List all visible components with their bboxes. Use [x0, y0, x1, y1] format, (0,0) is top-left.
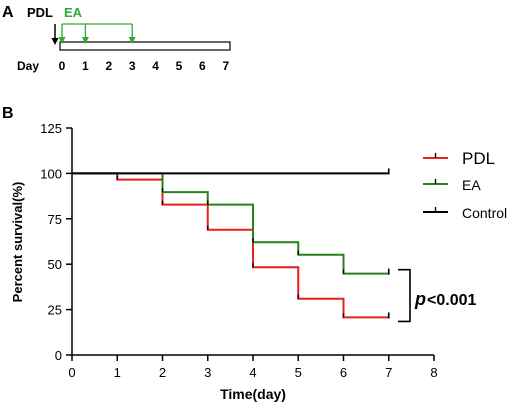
y-tick-label-125: 125 — [40, 121, 62, 136]
y-axis-label: Percent survival(%) — [10, 182, 25, 303]
day-tick-7: 7 — [222, 59, 229, 73]
ea-arrow-head-1 — [81, 37, 89, 44]
ea-arrow-head-0 — [58, 37, 66, 44]
pdl-arrow-head — [51, 38, 59, 45]
legend: PDL EA Control — [423, 149, 507, 221]
x-tick-label-6: 6 — [340, 365, 347, 380]
p-value-annotation: p<0.001 — [414, 289, 476, 309]
x-tick-label-3: 3 — [204, 365, 211, 380]
pdl-label: PDL — [27, 5, 53, 20]
day-tick-4: 4 — [152, 59, 159, 73]
ea-arrow-head-2 — [128, 37, 136, 44]
y-tick-label-75: 75 — [48, 212, 62, 227]
x-tick-label-0: 0 — [68, 365, 75, 380]
day-tick-3: 3 — [129, 59, 136, 73]
day-tick-0: 0 — [59, 59, 66, 73]
y-tick-label-0: 0 — [55, 348, 62, 363]
day-label: Day — [17, 59, 39, 73]
x-tick-label-8: 8 — [430, 365, 437, 380]
panel-a-letter: A — [2, 4, 14, 21]
legend-label-pdl: PDL — [462, 149, 495, 168]
day-tick-1: 1 — [82, 59, 89, 73]
y-ticks: 0 25 50 75 100 125 — [40, 121, 72, 363]
x-tick-label-4: 4 — [249, 365, 256, 380]
day-tick-6: 6 — [199, 59, 206, 73]
x-tick-label-1: 1 — [114, 365, 121, 380]
day-tick-labels: 0 1 2 3 4 5 6 7 — [59, 59, 230, 73]
series-line-ea — [72, 172, 389, 275]
legend-label-control: Control — [462, 205, 507, 221]
timeline-bar — [59, 41, 231, 51]
y-tick-label-25: 25 — [48, 303, 62, 318]
x-axis-label: Time(day) — [220, 386, 286, 402]
panel-a-timeline: A PDL EA Day 0 1 2 3 4 5 6 7 — [2, 4, 231, 73]
x-tick-label-2: 2 — [159, 365, 166, 380]
series-line-pdl — [72, 172, 389, 319]
y-tick-label-50: 50 — [48, 257, 62, 272]
sig-bracket-path — [398, 268, 411, 323]
ea-bracket — [58, 23, 136, 44]
legend-label-ea: EA — [462, 177, 481, 193]
panel-b-letter: B — [2, 105, 14, 122]
y-tick-label-100: 100 — [40, 166, 62, 181]
x-ticks: 0 1 2 3 4 5 6 7 8 — [68, 355, 438, 380]
panel-b-survival: B 0 25 50 75 100 125 0 1 2 3 4 5 6 7 8 Percent surviv… — [2, 105, 507, 402]
x-tick-label-5: 5 — [295, 365, 302, 380]
day-tick-5: 5 — [176, 59, 183, 73]
day-tick-2: 2 — [105, 59, 112, 73]
significance-bracket — [398, 268, 411, 323]
ea-label: EA — [64, 5, 83, 20]
pdl-arrow-icon — [51, 24, 59, 45]
x-tick-label-7: 7 — [385, 365, 392, 380]
plot-series — [72, 168, 390, 319]
